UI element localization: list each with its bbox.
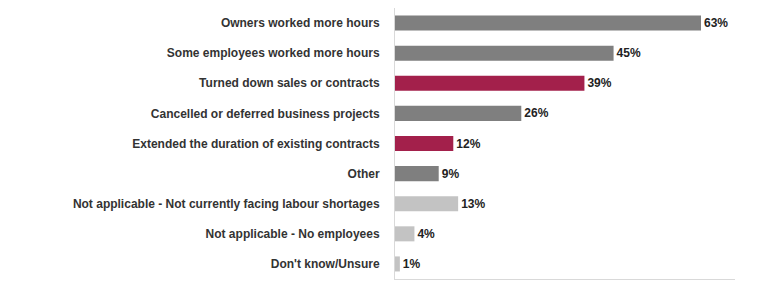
svg-text:Don't know/Unsure: Don't know/Unsure	[271, 257, 380, 271]
svg-text:Extended the duration of exist: Extended the duration of existing contra…	[132, 137, 380, 151]
svg-text:13%: 13%	[461, 197, 485, 211]
svg-text:26%: 26%	[524, 106, 548, 120]
svg-text:4%: 4%	[417, 227, 435, 241]
svg-text:Cancelled or deferred business: Cancelled or deferred business projects	[151, 107, 380, 121]
svg-text:63%: 63%	[704, 16, 728, 30]
svg-text:Some employees worked more hou: Some employees worked more hours	[167, 46, 380, 60]
svg-text:Not applicable - No employees: Not applicable - No employees	[206, 227, 380, 241]
svg-text:39%: 39%	[587, 76, 611, 90]
svg-text:Owners worked more hours: Owners worked more hours	[221, 16, 380, 30]
svg-text:Turned down sales or contracts: Turned down sales or contracts	[199, 76, 380, 90]
svg-text:1%: 1%	[403, 257, 421, 271]
svg-text:Not applicable - Not currently: Not applicable - Not currently facing la…	[73, 197, 380, 211]
svg-text:Other: Other	[348, 167, 380, 181]
svg-text:12%: 12%	[456, 137, 480, 151]
svg-text:9%: 9%	[442, 167, 460, 181]
svg-text:45%: 45%	[617, 46, 641, 60]
